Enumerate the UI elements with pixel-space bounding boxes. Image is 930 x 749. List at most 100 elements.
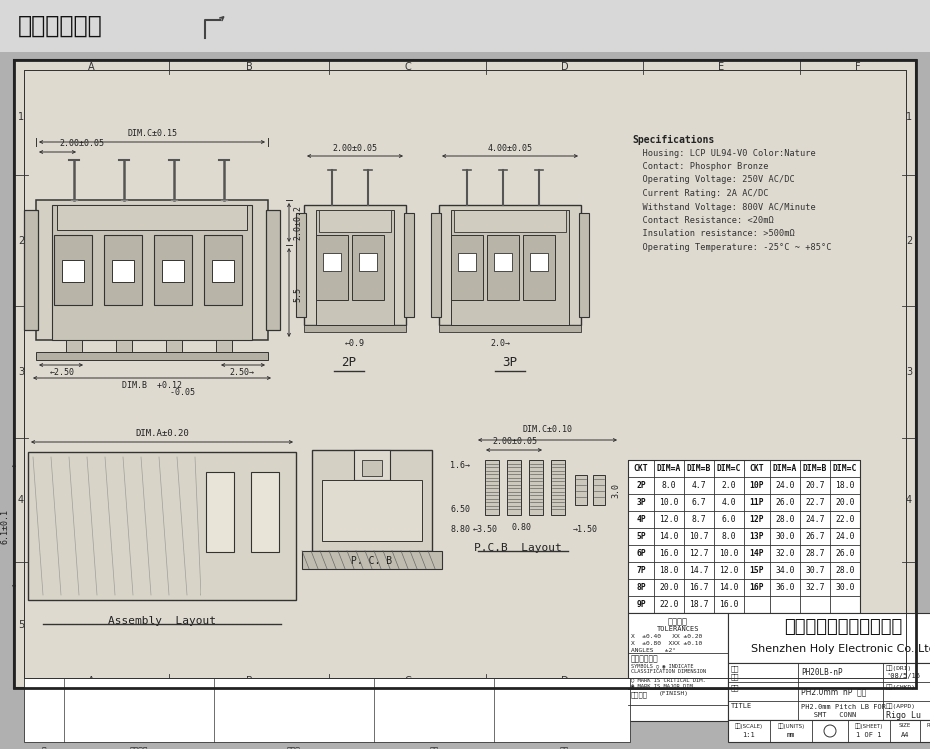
Bar <box>66 340 82 352</box>
Bar <box>162 260 184 282</box>
Bar <box>454 210 566 232</box>
Text: SMT   CONN: SMT CONN <box>801 712 857 718</box>
Bar <box>296 213 306 317</box>
Bar <box>507 460 521 515</box>
Text: 14.0: 14.0 <box>719 583 738 592</box>
Text: DIM.C±0.10: DIM.C±0.10 <box>523 425 573 434</box>
Text: 6.0: 6.0 <box>722 515 737 524</box>
Bar <box>212 260 234 282</box>
Text: Current Rating: 2A AC/DC: Current Rating: 2A AC/DC <box>632 189 768 198</box>
Text: 30.7: 30.7 <box>805 566 825 575</box>
Bar <box>593 475 605 505</box>
Text: 3P: 3P <box>636 498 645 507</box>
Text: 检验尺寸标示: 检验尺寸标示 <box>631 654 658 663</box>
Text: 32.7: 32.7 <box>805 583 825 592</box>
Text: 6.7: 6.7 <box>692 498 706 507</box>
Text: 表面处理: 表面处理 <box>631 691 648 697</box>
Text: 13P: 13P <box>750 532 764 541</box>
Text: PH20LB-nP: PH20LB-nP <box>801 668 843 677</box>
Bar <box>728 720 930 742</box>
Text: 26.7: 26.7 <box>805 532 825 541</box>
Text: 28.7: 28.7 <box>805 549 825 558</box>
Bar <box>302 551 442 568</box>
Bar <box>266 210 280 330</box>
Text: 10P: 10P <box>750 481 764 490</box>
Bar <box>112 260 134 282</box>
Text: 4: 4 <box>18 495 24 505</box>
Bar <box>36 200 268 340</box>
Text: Housing: LCP UL94-V0 Color:Nature: Housing: LCP UL94-V0 Color:Nature <box>632 148 816 157</box>
Bar <box>458 253 476 271</box>
Text: 更改内容: 更改内容 <box>130 747 148 749</box>
Text: 9P: 9P <box>636 600 645 609</box>
Text: -0.05: -0.05 <box>129 388 194 397</box>
Bar <box>304 205 406 325</box>
Bar <box>204 235 242 305</box>
Text: 12.0: 12.0 <box>659 515 679 524</box>
Bar <box>728 663 930 720</box>
Text: 序: 序 <box>42 747 47 749</box>
Bar <box>316 210 394 325</box>
Text: 一般公差: 一般公差 <box>668 617 688 626</box>
Text: ←3.50: ←3.50 <box>472 525 498 534</box>
Text: 3P: 3P <box>502 357 517 369</box>
Text: 2.00±0.05: 2.00±0.05 <box>493 437 538 446</box>
Text: DIM=C: DIM=C <box>832 464 857 473</box>
Text: 20.7: 20.7 <box>805 481 825 490</box>
Text: 5: 5 <box>906 620 912 630</box>
Text: DIM=A: DIM=A <box>773 464 797 473</box>
Text: 图号: 图号 <box>731 673 739 679</box>
Text: 2P: 2P <box>636 481 645 490</box>
Text: 1: 1 <box>18 112 24 123</box>
Text: Shenzhen Holy Electronic Co.,Ltd: Shenzhen Holy Electronic Co.,Ltd <box>751 644 930 654</box>
Text: '08/5/16: '08/5/16 <box>886 673 920 679</box>
Text: 更改人: 更改人 <box>287 747 301 749</box>
Text: 5P: 5P <box>636 532 645 541</box>
Bar <box>628 460 860 613</box>
Bar <box>24 678 630 742</box>
Text: 深圳市宏利电子有限公司: 深圳市宏利电子有限公司 <box>784 618 902 636</box>
Bar <box>312 450 432 551</box>
Text: A: A <box>88 62 95 72</box>
Text: 1: 1 <box>906 112 912 123</box>
Bar <box>14 60 916 688</box>
Text: 26.0: 26.0 <box>835 549 855 558</box>
Text: 审核(CHKD): 审核(CHKD) <box>886 684 916 690</box>
Text: ←0.9: ←0.9 <box>345 339 365 348</box>
Text: 工程: 工程 <box>731 665 739 672</box>
Bar <box>216 340 232 352</box>
Bar <box>530 253 548 271</box>
Text: B: B <box>246 62 252 72</box>
Text: DIM.C±0.15: DIM.C±0.15 <box>127 129 177 138</box>
Bar <box>431 213 441 317</box>
Text: Rigo Lu: Rigo Lu <box>886 711 921 720</box>
Text: 16.0: 16.0 <box>719 600 738 609</box>
Text: 比例(SCALE): 比例(SCALE) <box>735 723 763 729</box>
Text: SIZE: SIZE <box>899 723 911 728</box>
Bar <box>54 235 92 305</box>
Text: ○ MARK IS CRITICAL DIM.: ○ MARK IS CRITICAL DIM. <box>631 677 706 682</box>
Text: PH2.0mm  nP  立贴: PH2.0mm nP 立贴 <box>801 687 867 696</box>
Bar <box>36 352 268 360</box>
Text: 34.0: 34.0 <box>776 566 795 575</box>
Text: 0.80: 0.80 <box>511 523 531 532</box>
Bar <box>154 235 192 305</box>
Text: Assembly  Layout: Assembly Layout <box>108 616 216 626</box>
Text: DIM=A: DIM=A <box>657 464 681 473</box>
Text: 18.0: 18.0 <box>659 566 679 575</box>
Text: 2: 2 <box>18 235 24 246</box>
Text: 日期: 日期 <box>430 747 439 749</box>
Text: F: F <box>856 62 861 72</box>
Text: 16.7: 16.7 <box>689 583 709 592</box>
Text: 2: 2 <box>906 235 912 246</box>
Text: P.C.B  Layout: P.C.B Layout <box>473 543 562 553</box>
Text: 32.0: 32.0 <box>776 549 795 558</box>
Text: 张数(SHEET): 张数(SHEET) <box>855 723 884 729</box>
Text: 20.0: 20.0 <box>659 583 679 592</box>
Text: 2.0: 2.0 <box>722 481 737 490</box>
Text: 15P: 15P <box>750 566 764 575</box>
Bar <box>439 325 581 332</box>
Bar <box>24 70 906 678</box>
Text: PH2.0mm Pitch LB FOR: PH2.0mm Pitch LB FOR <box>801 704 886 710</box>
Text: 4.00±0.05: 4.00±0.05 <box>487 144 533 153</box>
